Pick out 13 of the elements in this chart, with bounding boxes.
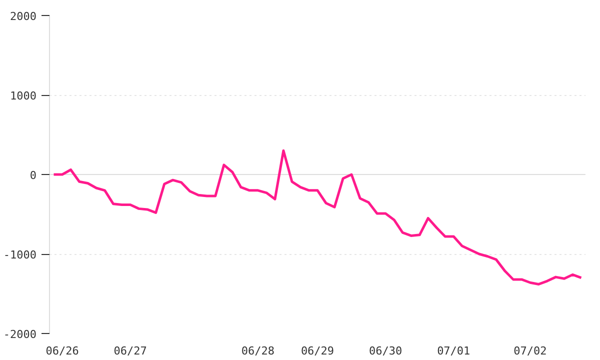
x-tick-label: 06/29 — [300, 344, 334, 358]
line-series — [52, 149, 582, 286]
x-tick-label: 06/27 — [114, 344, 147, 358]
y-tick-label: -2000 — [3, 328, 37, 341]
y-tick-label: 2000 — [10, 10, 37, 23]
y-tick-label: -1000 — [3, 248, 37, 262]
x-tick-label: 06/30 — [369, 344, 402, 358]
x-tick-label: 06/28 — [241, 344, 275, 358]
y-tick-label: 1000 — [10, 90, 37, 102]
x-tick-label: 07/02 — [514, 344, 547, 358]
x-tick-label: 06/26 — [46, 344, 79, 358]
y-tick-label: 0 — [30, 169, 36, 182]
x-tick-label: 07/01 — [437, 344, 470, 358]
